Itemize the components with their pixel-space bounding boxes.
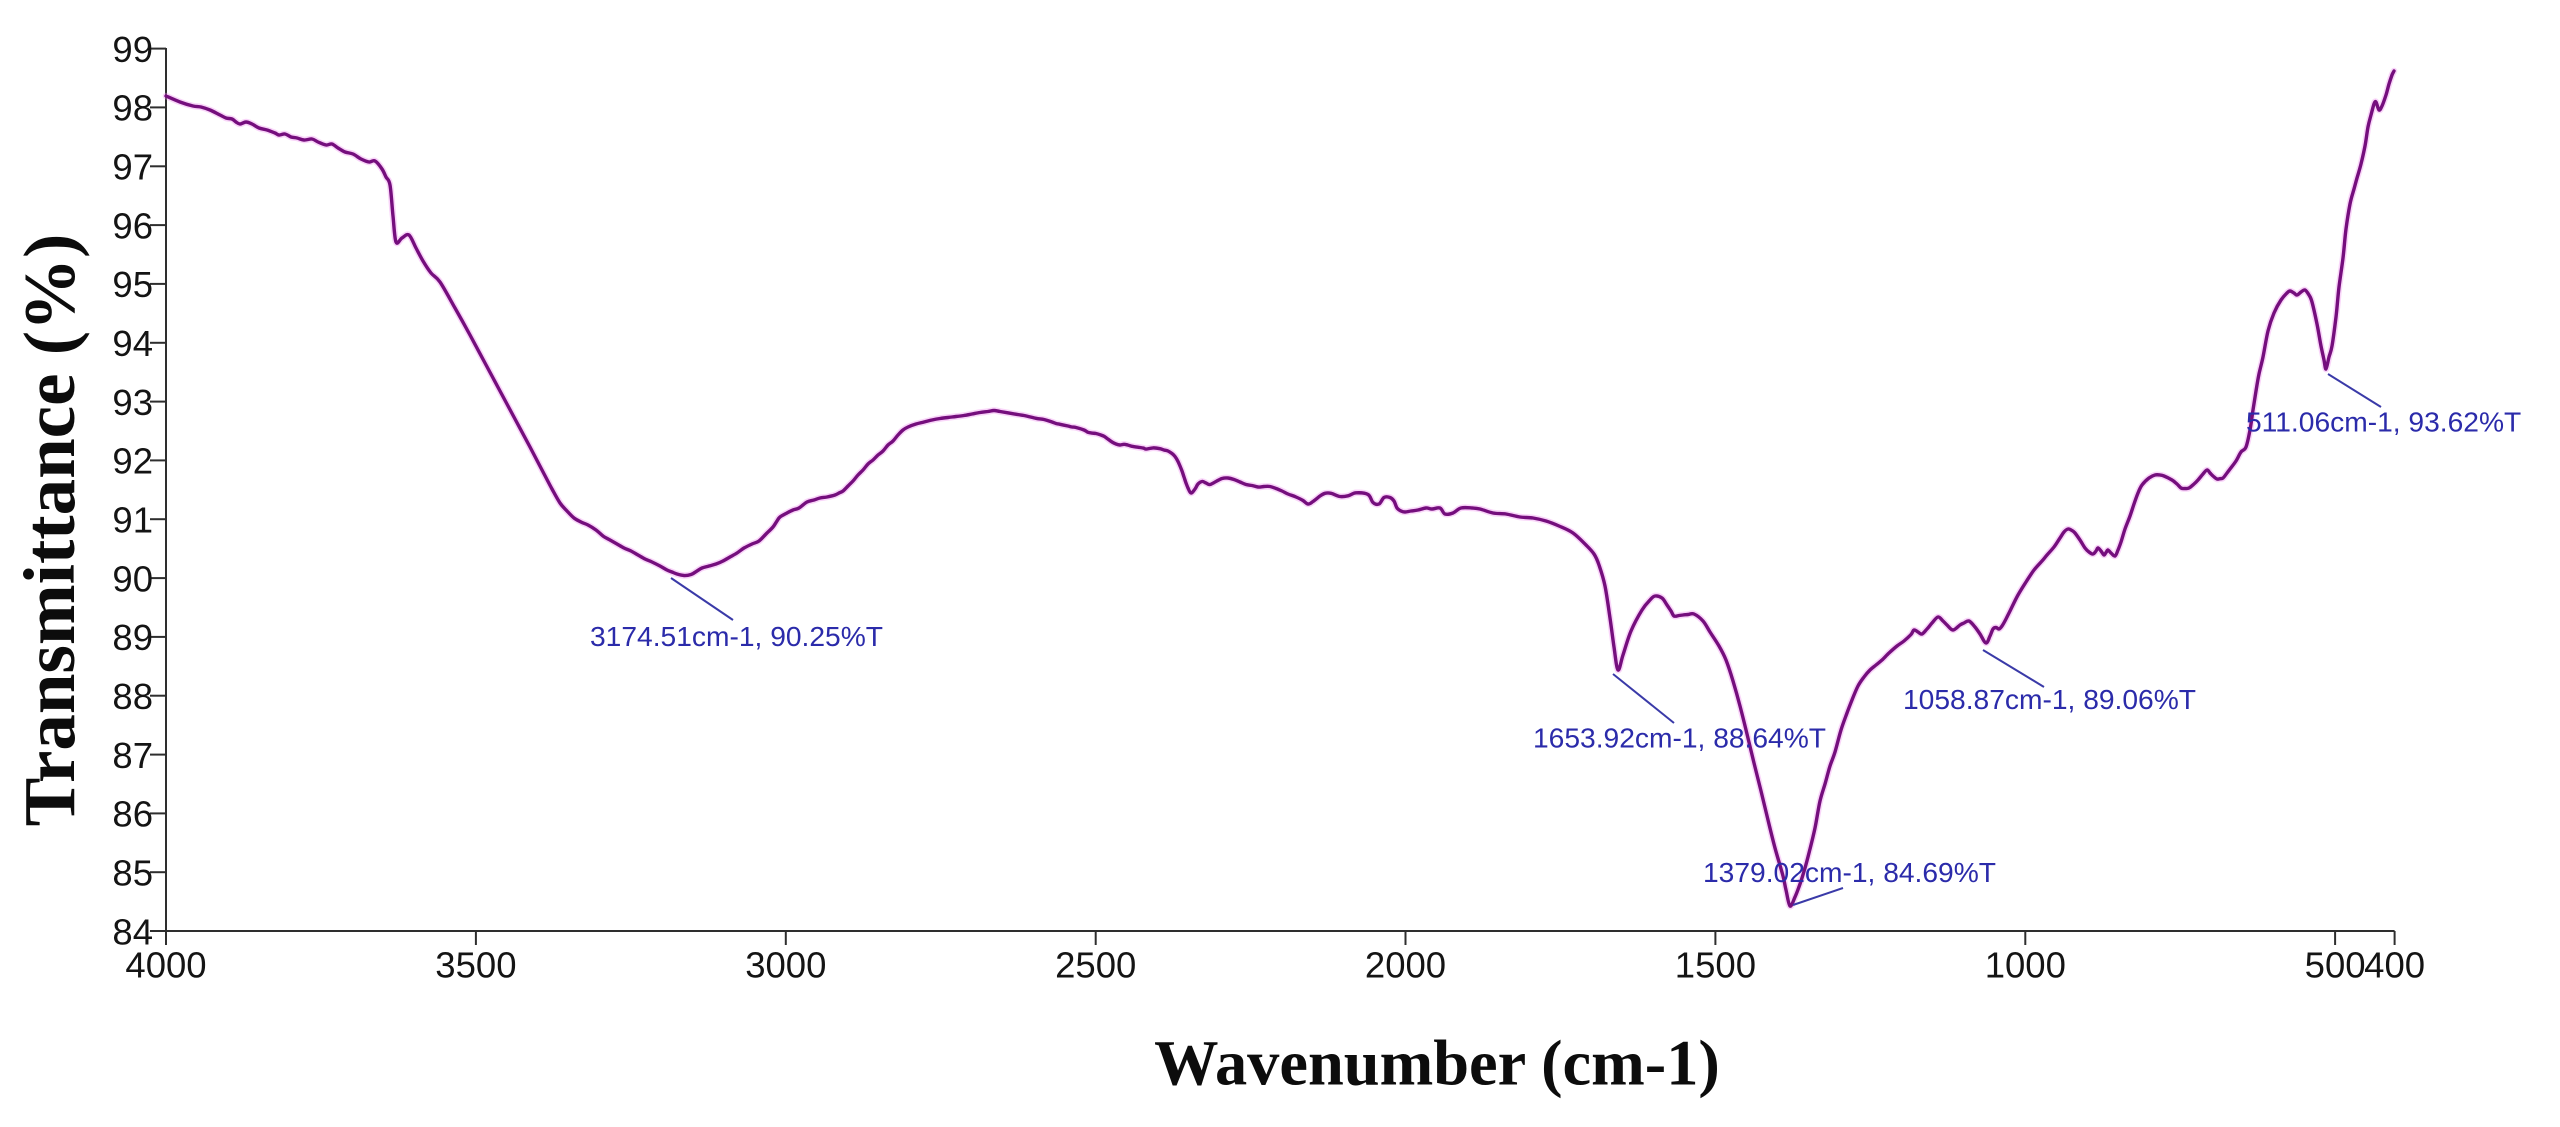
svg-text:97: 97 bbox=[112, 147, 153, 188]
svg-text:85: 85 bbox=[112, 853, 153, 894]
svg-text:86: 86 bbox=[112, 794, 153, 835]
svg-text:2000: 2000 bbox=[1365, 945, 1446, 986]
svg-text:3174.51cm-1, 90.25%T: 3174.51cm-1, 90.25%T bbox=[590, 620, 883, 652]
svg-text:1379.02cm-1, 84.69%T: 1379.02cm-1, 84.69%T bbox=[1703, 856, 1996, 888]
svg-text:3500: 3500 bbox=[435, 945, 516, 986]
svg-text:1500: 1500 bbox=[1675, 945, 1756, 986]
svg-text:84: 84 bbox=[112, 911, 153, 952]
svg-text:94: 94 bbox=[112, 323, 153, 364]
svg-text:98: 98 bbox=[112, 88, 153, 129]
svg-text:400: 400 bbox=[2364, 945, 2425, 986]
svg-text:500: 500 bbox=[2305, 945, 2366, 986]
svg-text:Wavenumber (cm-1): Wavenumber (cm-1) bbox=[1154, 1028, 1720, 1099]
svg-text:3000: 3000 bbox=[745, 945, 826, 986]
svg-text:90: 90 bbox=[112, 558, 153, 599]
svg-text:95: 95 bbox=[112, 264, 153, 305]
svg-text:1653.92cm-1, 88.64%T: 1653.92cm-1, 88.64%T bbox=[1533, 721, 1826, 753]
svg-text:99: 99 bbox=[112, 29, 153, 70]
svg-text:96: 96 bbox=[112, 205, 153, 246]
svg-text:1000: 1000 bbox=[1985, 945, 2066, 986]
svg-text:89: 89 bbox=[112, 617, 153, 658]
svg-text:87: 87 bbox=[112, 735, 153, 776]
svg-text:2500: 2500 bbox=[1055, 945, 1136, 986]
svg-text:88: 88 bbox=[112, 676, 153, 717]
svg-text:92: 92 bbox=[112, 441, 153, 482]
svg-text:511.06cm-1, 93.62%T: 511.06cm-1, 93.62%T bbox=[2246, 406, 2521, 438]
svg-text:Transmittance (%): Transmittance (%) bbox=[9, 234, 90, 827]
svg-text:1058.87cm-1, 89.06%T: 1058.87cm-1, 89.06%T bbox=[1903, 683, 2196, 715]
svg-text:93: 93 bbox=[112, 382, 153, 423]
svg-text:91: 91 bbox=[112, 500, 153, 541]
svg-text:4000: 4000 bbox=[125, 945, 206, 986]
